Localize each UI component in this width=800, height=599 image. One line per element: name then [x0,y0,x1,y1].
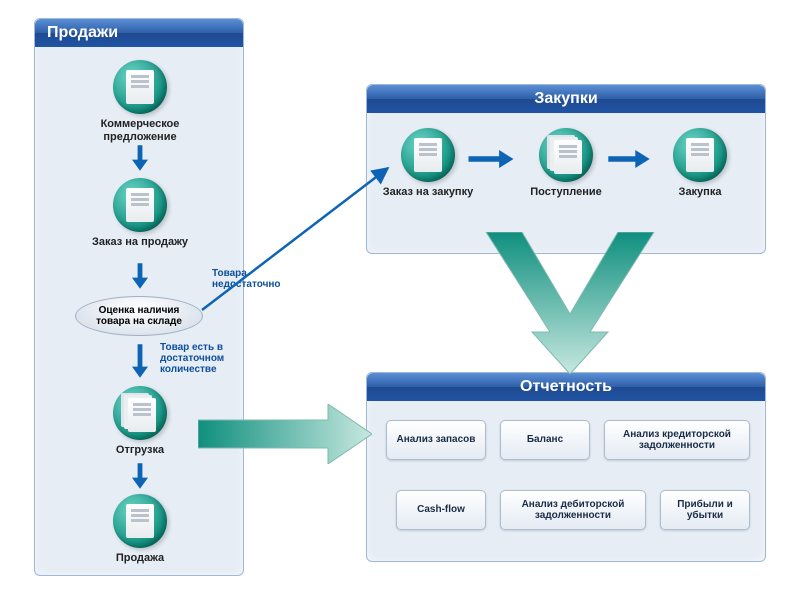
arrow-right-icon [604,150,654,168]
big-arrow-purchase-to-reports-icon [468,232,672,374]
report-btn-cashflow[interactable]: Cash-flow [396,490,486,530]
report-btn-label: Анализ запасов [397,434,476,446]
report-btn-creditor-analysis[interactable]: Анализ кредиторской задолженности [604,420,750,460]
report-btn-pl[interactable]: Прибыли и убытки [660,490,750,530]
big-arrow-sales-to-reports-icon [198,404,372,464]
report-btn-stock-analysis[interactable]: Анализ запасов [386,420,486,460]
report-btn-label: Анализ кредиторской задолженности [611,429,743,452]
node-receipt-label: Поступление [516,186,616,199]
node-receipt: Поступление [516,128,616,199]
report-btn-balance[interactable]: Баланс [500,420,590,460]
arrow-right-icon [466,150,516,168]
node-buy: Закупка [650,128,750,199]
document-icon [673,128,727,182]
document-icon [401,128,455,182]
document-stack-icon [539,128,593,182]
node-porder-label: Заказ на закупку [378,186,478,199]
node-buy-label: Закупка [650,186,750,199]
report-btn-label: Cash-flow [417,504,465,516]
report-btn-debtor-analysis[interactable]: Анализ дебиторской задолженности [500,490,646,530]
report-btn-label: Баланс [527,434,563,446]
report-btn-label: Прибыли и убытки [667,499,743,522]
report-btn-label: Анализ дебиторской задолженности [507,499,639,522]
node-porder: Заказ на закупку [378,128,478,199]
